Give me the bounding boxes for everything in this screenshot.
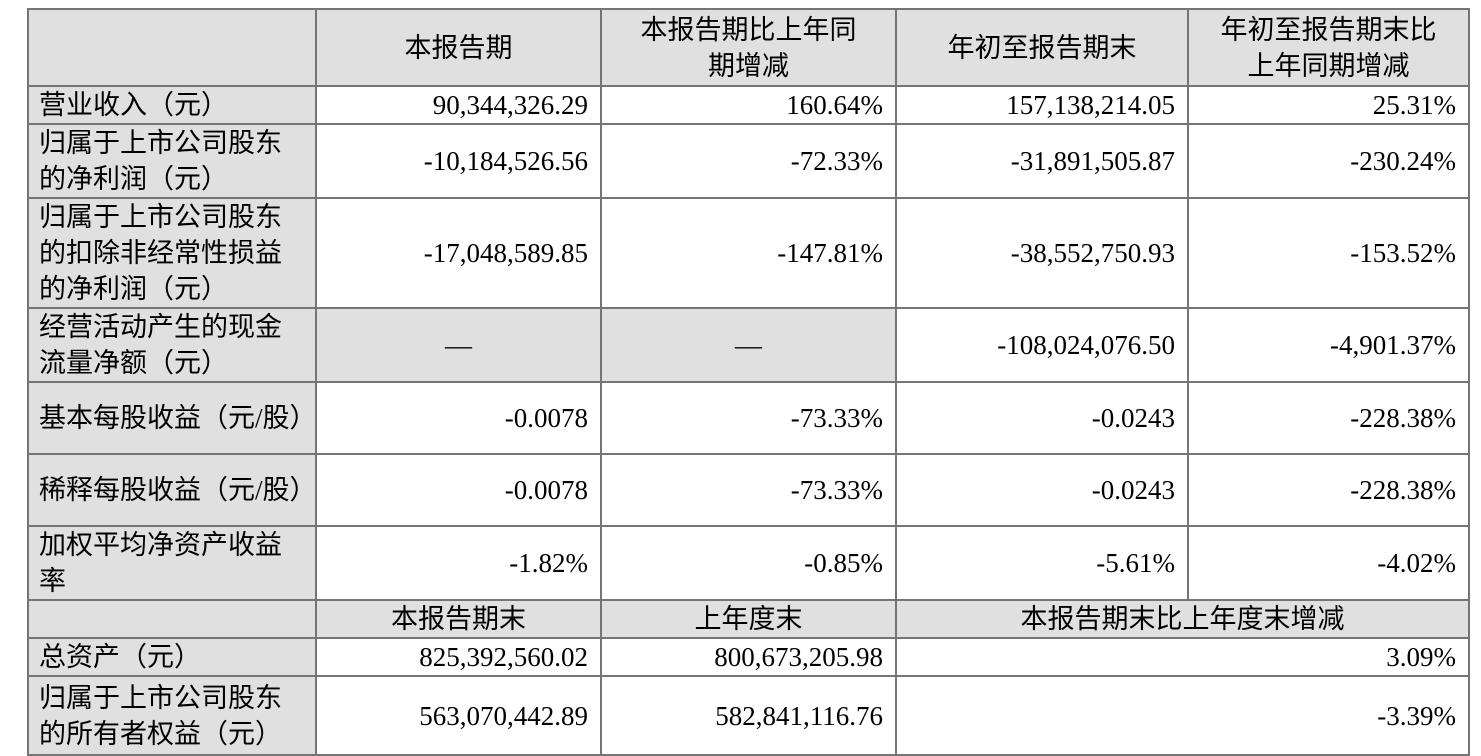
- value-basic-eps-current: -0.0078: [315, 381, 602, 455]
- label-net-profit-excl-nonrecurring: 归属于上市公司股东的扣除非经常性损益的净利润（元）: [27, 197, 317, 309]
- header-prior-year-end: 上年度末: [600, 599, 897, 639]
- value-diluted-eps-yoy: -73.33%: [600, 453, 897, 527]
- label-operating-revenue: 营业收入（元）: [27, 85, 317, 125]
- value-owners-equity-prior-end: 582,841,116.76: [600, 675, 897, 756]
- header-period-end-vs-prior-year-end: 本报告期末比上年度末增减: [895, 599, 1470, 639]
- value-operating-revenue-ytd-yoy: 25.31%: [1187, 85, 1470, 125]
- value-net-profit-ytd-yoy: -230.24%: [1187, 123, 1470, 199]
- label-net-profit: 归属于上市公司股东的净利润（元）: [27, 123, 317, 199]
- value-net-profit-yoy: -72.33%: [600, 123, 897, 199]
- label-basic-eps: 基本每股收益（元/股）: [27, 381, 317, 455]
- value-roe-ytd-yoy: -4.02%: [1187, 525, 1470, 601]
- header-year-to-date-yoy-change: 年初至报告期末比上年同期增减: [1187, 8, 1470, 87]
- value-cash-flow-ytd: -108,024,076.50: [895, 307, 1189, 383]
- value-roe-current: -1.82%: [315, 525, 602, 601]
- value-owners-equity-current-end: 563,070,442.89: [315, 675, 602, 756]
- row-owners-equity: 归属于上市公司股东的所有者权益（元） 563,070,442.89 582,84…: [27, 675, 1470, 756]
- value-basic-eps-ytd-yoy: -228.38%: [1187, 381, 1470, 455]
- value-net-profit-excl-ytd-yoy: -153.52%: [1187, 197, 1470, 309]
- value-net-profit-excl-ytd: -38,552,750.93: [895, 197, 1189, 309]
- row-weighted-avg-roe: 加权平均净资产收益率 -1.82% -0.85% -5.61% -4.02%: [27, 525, 1470, 601]
- value-diluted-eps-ytd-yoy: -228.38%: [1187, 453, 1470, 527]
- label-owners-equity: 归属于上市公司股东的所有者权益（元）: [27, 675, 317, 756]
- row-total-assets: 总资产（元） 825,392,560.02 800,673,205.98 3.0…: [27, 637, 1470, 677]
- value-basic-eps-yoy: -73.33%: [600, 381, 897, 455]
- row-net-profit-excl-nonrecurring: 归属于上市公司股东的扣除非经常性损益的净利润（元） -17,048,589.85…: [27, 197, 1470, 309]
- value-operating-revenue-ytd: 157,138,214.05: [895, 85, 1189, 125]
- value-diluted-eps-current: -0.0078: [315, 453, 602, 527]
- row-operating-revenue: 营业收入（元） 90,344,326.29 160.64% 157,138,21…: [27, 85, 1470, 125]
- header-row-period: 本报告期 本报告期比上年同期增减 年初至报告期末 年初至报告期末比上年同期增减: [27, 8, 1470, 87]
- value-total-assets-prior-end: 800,673,205.98: [600, 637, 897, 677]
- value-operating-revenue-current: 90,344,326.29: [315, 85, 602, 125]
- value-owners-equity-change: -3.39%: [895, 675, 1470, 756]
- value-operating-revenue-yoy: 160.64%: [600, 85, 897, 125]
- value-roe-ytd: -5.61%: [895, 525, 1189, 601]
- header-current-period: 本报告期: [315, 8, 602, 87]
- label-operating-cash-flow: 经营活动产生的现金流量净额（元）: [27, 307, 317, 383]
- header-row-period-end: 本报告期末 上年度末 本报告期末比上年度末增减: [27, 599, 1470, 639]
- label-weighted-avg-roe: 加权平均净资产收益率: [27, 525, 317, 601]
- key-accounting-data-table: 本报告期 本报告期比上年同期增减 年初至报告期末 年初至报告期末比上年同期增减 …: [27, 8, 1470, 756]
- value-cash-flow-ytd-yoy: -4,901.37%: [1187, 307, 1470, 383]
- value-net-profit-ytd: -31,891,505.87: [895, 123, 1189, 199]
- row-operating-cash-flow: 经营活动产生的现金流量净额（元） — — -108,024,076.50 -4,…: [27, 307, 1470, 383]
- value-net-profit-current: -10,184,526.56: [315, 123, 602, 199]
- value-net-profit-excl-yoy: -147.81%: [600, 197, 897, 309]
- empty-header-cell-2: [27, 599, 317, 639]
- value-roe-yoy: -0.85%: [600, 525, 897, 601]
- row-basic-eps: 基本每股收益（元/股） -0.0078 -73.33% -0.0243 -228…: [27, 381, 1470, 455]
- header-year-to-date: 年初至报告期末: [895, 8, 1189, 87]
- value-net-profit-excl-current: -17,048,589.85: [315, 197, 602, 309]
- value-total-assets-change: 3.09%: [895, 637, 1470, 677]
- label-total-assets: 总资产（元）: [27, 637, 317, 677]
- row-net-profit: 归属于上市公司股东的净利润（元） -10,184,526.56 -72.33% …: [27, 123, 1470, 199]
- value-cash-flow-current-dash: —: [315, 307, 602, 383]
- value-diluted-eps-ytd: -0.0243: [895, 453, 1189, 527]
- value-cash-flow-yoy-dash: —: [600, 307, 897, 383]
- row-diluted-eps: 稀释每股收益（元/股） -0.0078 -73.33% -0.0243 -228…: [27, 453, 1470, 527]
- value-basic-eps-ytd: -0.0243: [895, 381, 1189, 455]
- header-current-period-end: 本报告期末: [315, 599, 602, 639]
- value-total-assets-current-end: 825,392,560.02: [315, 637, 602, 677]
- header-current-period-yoy-change: 本报告期比上年同期增减: [600, 8, 897, 87]
- empty-header-cell: [27, 8, 317, 87]
- label-diluted-eps: 稀释每股收益（元/股）: [27, 453, 317, 527]
